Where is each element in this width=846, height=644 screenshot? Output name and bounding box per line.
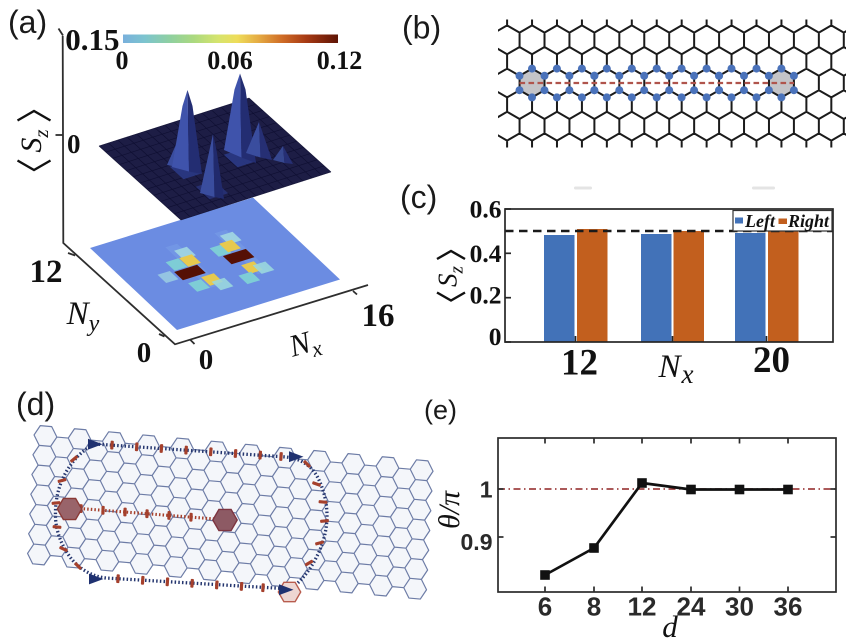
svg-text:0.2: 0.2 [470, 281, 502, 310]
svg-text:Right: Right [787, 211, 830, 231]
svg-text:d: d [662, 609, 678, 644]
svg-text:12: 12 [628, 592, 657, 622]
svg-text:0: 0 [137, 337, 152, 369]
svg-text:30: 30 [725, 592, 754, 622]
svg-text:1: 1 [480, 477, 493, 503]
svg-text:0.15: 0.15 [65, 22, 119, 57]
svg-text:0: 0 [116, 46, 129, 75]
svg-text:(c): (c) [400, 179, 437, 215]
svg-text:(a): (a) [8, 4, 47, 40]
svg-text:(b): (b) [402, 10, 441, 46]
svg-text:0.6: 0.6 [470, 195, 502, 224]
svg-text:(d): (d) [16, 386, 55, 422]
svg-text:0.12: 0.12 [317, 46, 363, 75]
svg-text:36: 36 [774, 592, 803, 622]
svg-text:16: 16 [362, 298, 395, 334]
svg-text:θ/π: θ/π [433, 490, 466, 529]
svg-text:0.9: 0.9 [461, 529, 493, 555]
svg-text:Left: Left [744, 211, 776, 231]
svg-text:0: 0 [67, 129, 81, 159]
svg-text:(e): (e) [424, 395, 457, 425]
svg-text:0.06: 0.06 [207, 46, 253, 75]
svg-text:12: 12 [30, 254, 63, 290]
svg-text:0.4: 0.4 [470, 239, 502, 268]
svg-text:0: 0 [489, 322, 502, 351]
svg-text:12: 12 [561, 343, 598, 384]
svg-text:24: 24 [677, 592, 706, 622]
svg-text:8: 8 [587, 592, 601, 622]
svg-text:20: 20 [753, 340, 790, 381]
svg-text:0: 0 [199, 344, 214, 376]
svg-text:6: 6 [538, 592, 552, 622]
